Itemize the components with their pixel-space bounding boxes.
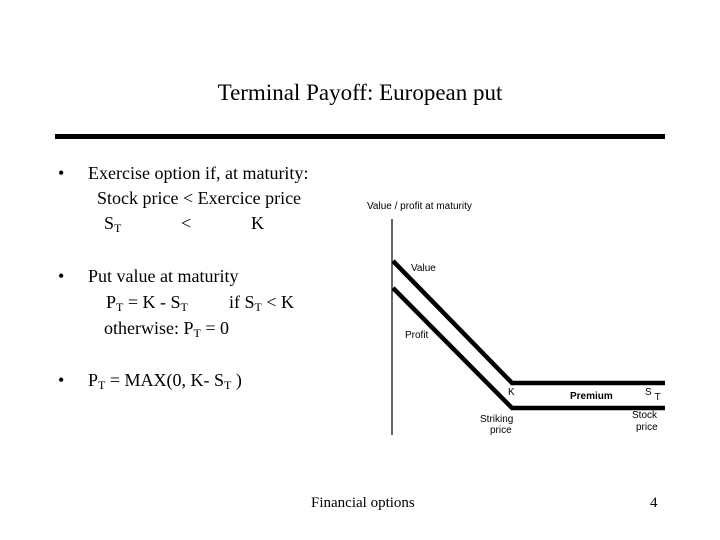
profit-label: Profit (405, 330, 429, 341)
pt-subscript: T (98, 378, 106, 392)
less-than-symbol: < (181, 213, 192, 233)
otherwise-subscript: T (193, 326, 201, 340)
bullet-3-line-1: PT = MAX(0, K- ST ) (88, 370, 242, 393)
otherwise-tail: = 0 (200, 318, 229, 338)
st-subscript: T (224, 378, 232, 392)
k-symbol: K (251, 213, 264, 233)
st-symbol: S (104, 213, 115, 233)
striking-price-label-2: price (490, 425, 512, 436)
pt-equation: = K - S (123, 292, 181, 312)
bullet-1-line-2: Stock price < Exercice price (97, 188, 302, 208)
otherwise-text: otherwise: P (104, 318, 194, 338)
y-axis-label: Value / profit at maturity (367, 201, 472, 212)
stock-price-label-1: Stock (632, 410, 658, 421)
pt-subscript: T (116, 300, 124, 314)
st-subscript: T (180, 300, 188, 314)
profit-line (391, 286, 665, 411)
condition-text: if S (229, 292, 255, 312)
value-line (391, 259, 665, 386)
max-formula: = MAX(0, K- S (105, 370, 225, 390)
pt-symbol: P (88, 370, 99, 390)
pt-symbol: P (106, 292, 117, 312)
k-axis-label: K (508, 387, 515, 398)
value-label: Value (411, 263, 436, 274)
page-number: 4 (650, 495, 658, 511)
bullet-marker-1: • (58, 163, 65, 183)
title-divider (55, 134, 665, 139)
st-axis-subscript: T (655, 392, 661, 403)
condition-subscript: T (254, 300, 262, 314)
bullet-marker-3: • (58, 370, 65, 390)
bullet-1-line-1: Exercise option if, at maturity: (88, 163, 309, 183)
bullet-2-line-1: Put value at maturity (88, 266, 239, 286)
bullet-2-line-3: otherwise: PT = 0 (104, 318, 229, 341)
footer-title: Financial options (311, 495, 415, 511)
st-subscript: T (114, 221, 122, 235)
premium-label: Premium (570, 391, 613, 402)
bullet-2-condition: if ST < K (229, 292, 294, 315)
formula-tail: ) (231, 370, 242, 390)
bullet-marker-2: • (58, 266, 65, 286)
condition-tail: < K (261, 292, 295, 312)
striking-price-label-1: Striking (480, 414, 513, 425)
bullet-1-line-3: ST (104, 213, 121, 236)
bullet-2-line-2: PT = K - ST (106, 292, 188, 315)
slide-title: Terminal Payoff: European put (217, 80, 503, 105)
st-axis-symbol: S (645, 387, 652, 398)
stock-price-label-2: price (636, 422, 658, 433)
